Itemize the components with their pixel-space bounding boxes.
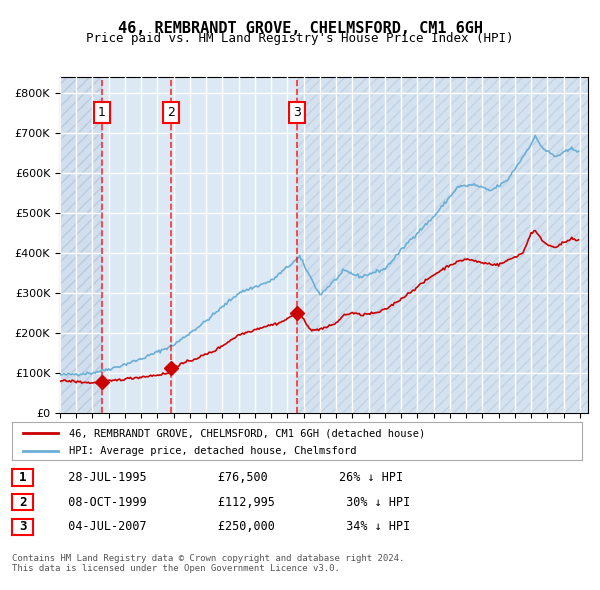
Bar [60,77,102,413]
Text: HPI: Average price, detached house, Chelmsford: HPI: Average price, detached house, Chel… [69,445,356,455]
Text: 04-JUL-2007          £250,000          34% ↓ HPI: 04-JUL-2007 £250,000 34% ↓ HPI [54,520,410,533]
Text: 2: 2 [167,106,175,119]
Text: 1: 1 [98,106,106,119]
Text: 08-OCT-1999          £112,995          30% ↓ HPI: 08-OCT-1999 £112,995 30% ↓ HPI [54,496,410,509]
Text: 1: 1 [19,471,26,484]
Bar [60,77,102,413]
Text: 46, REMBRANDT GROVE, CHELMSFORD, CM1 6GH: 46, REMBRANDT GROVE, CHELMSFORD, CM1 6GH [118,21,482,35]
Text: Price paid vs. HM Land Registry's House Price Index (HPI): Price paid vs. HM Land Registry's House … [86,32,514,45]
Text: 3: 3 [19,520,26,533]
Text: 46, REMBRANDT GROVE, CHELMSFORD, CM1 6GH (detached house): 46, REMBRANDT GROVE, CHELMSFORD, CM1 6GH… [69,428,425,438]
Text: 3: 3 [293,106,301,119]
Bar [297,77,588,413]
Text: Contains HM Land Registry data © Crown copyright and database right 2024.
This d: Contains HM Land Registry data © Crown c… [12,554,404,573]
Text: 28-JUL-1995          £76,500          26% ↓ HPI: 28-JUL-1995 £76,500 26% ↓ HPI [54,471,403,484]
Text: 2: 2 [19,496,26,509]
Bar [297,77,588,413]
